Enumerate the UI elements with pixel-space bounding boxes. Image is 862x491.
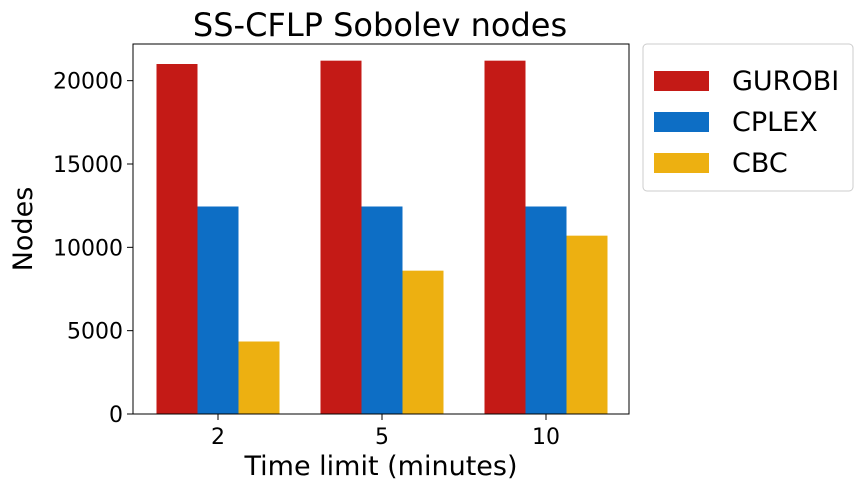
bar-gurobi-2 — [156, 64, 198, 414]
legend-label-gurobi: GUROBI — [732, 66, 839, 97]
bar-gurobi-10 — [484, 60, 526, 415]
bar-cbc-10 — [566, 235, 608, 414]
legend: GUROBI CPLEX CBC — [642, 43, 854, 192]
legend-swatch-cplex — [654, 112, 709, 132]
x-tick-label: 10 — [532, 425, 560, 450]
x-tick-label: 5 — [375, 425, 389, 450]
plot-frame — [132, 43, 630, 415]
legend-label-cplex: CPLEX — [732, 107, 818, 138]
x-tick-label: 2 — [211, 425, 225, 450]
bar-cbc-5 — [402, 270, 444, 414]
bars-group — [156, 60, 608, 415]
legend-swatch-cbc — [654, 153, 709, 173]
y-axis: 0 5000 10000 15000 20000 — [53, 70, 133, 428]
legend-label-cbc: CBC — [732, 148, 788, 179]
x-axis-label: Time limit (minutes) — [244, 451, 518, 482]
y-tick-label: 20000 — [53, 70, 123, 95]
y-tick-label: 15000 — [53, 153, 123, 178]
y-tick-label: 10000 — [53, 236, 123, 261]
bar-cplex-5 — [361, 206, 403, 414]
chart-title: SS-CFLP Sobolev nodes — [193, 6, 567, 44]
bar-cplex-2 — [197, 206, 239, 414]
y-axis-label: Nodes — [8, 187, 39, 272]
bar-cbc-2 — [238, 341, 280, 414]
x-axis: 2 5 10 — [211, 414, 560, 450]
bar-gurobi-5 — [320, 60, 362, 415]
legend-swatch-gurobi — [654, 71, 709, 91]
y-tick-label: 5000 — [67, 320, 123, 345]
y-tick-label: 0 — [109, 403, 123, 428]
bar-cplex-10 — [525, 206, 567, 414]
